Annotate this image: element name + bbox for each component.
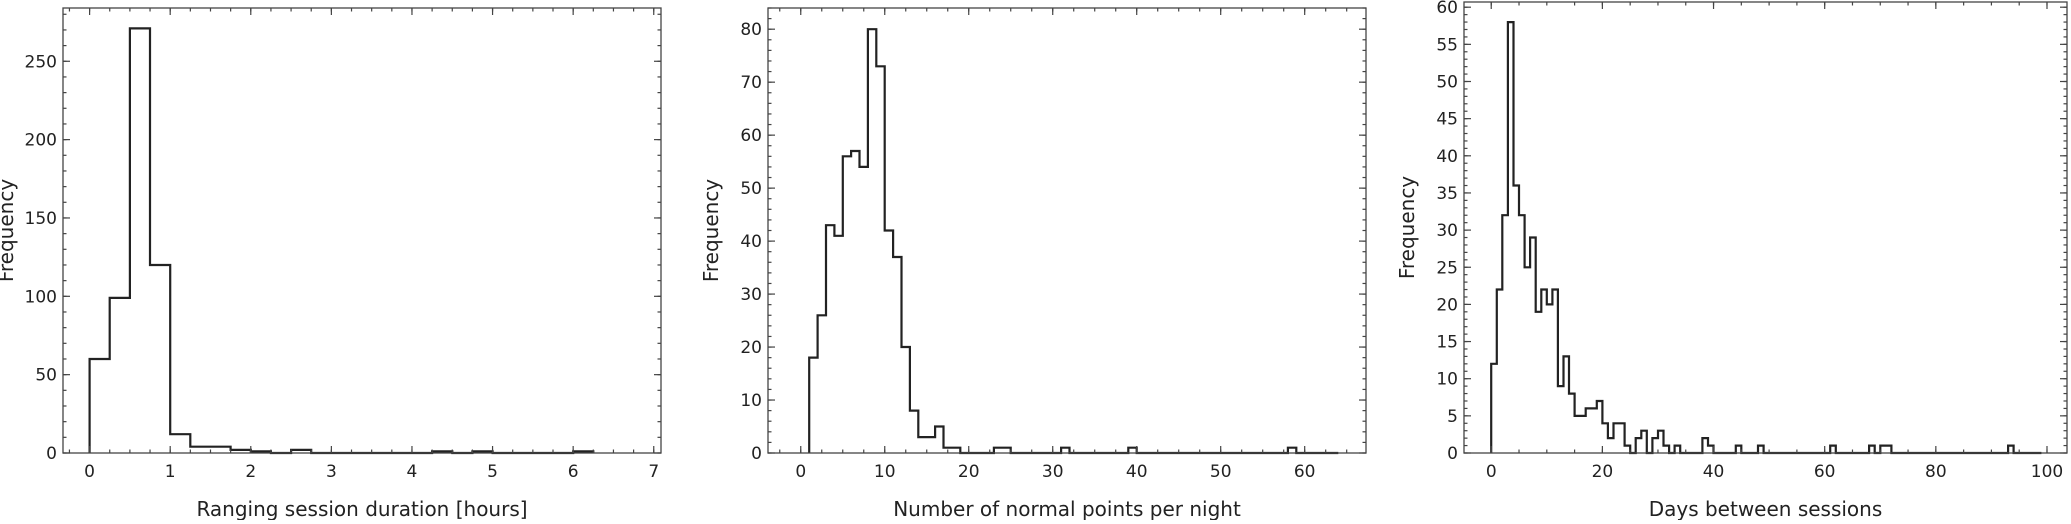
y-tick-label: 30: [1436, 221, 1458, 241]
axes-frame: [767, 7, 1367, 454]
x-tick-label: 0: [84, 462, 95, 482]
y-tick-label: 100: [25, 287, 57, 307]
y-tick-label: 10: [740, 391, 762, 411]
x-tick-label: 60: [1294, 462, 1316, 482]
x-axis-label: Number of normal points per night: [893, 497, 1241, 520]
axes-frame: [1463, 1, 2068, 454]
y-tick-label: 35: [1436, 184, 1458, 204]
x-tick-label: 50: [1210, 462, 1232, 482]
y-tick-label: 40: [740, 232, 762, 252]
x-axis-label: Days between sessions: [1649, 497, 1883, 520]
x-tick-label: 30: [1042, 462, 1064, 482]
x-tick-label: 6: [568, 462, 579, 482]
y-tick-label: 15: [1436, 333, 1458, 353]
y-tick-label: 70: [740, 73, 762, 93]
x-tick-label: 20: [1592, 462, 1614, 482]
y-tick-label: 80: [740, 20, 762, 40]
y-tick-label: 55: [1436, 35, 1458, 55]
x-tick-label: 0: [1486, 462, 1497, 482]
panel-normal-points-per-night: 0 10 20 30 40 50 60 0 10 20 30 40 50 60 70 80 Number of …: [699, 7, 1367, 521]
y-tick-label: 40: [1436, 147, 1458, 167]
y-tick-label: 0: [46, 444, 57, 464]
y-tick-label: 10: [1436, 370, 1458, 390]
y-tick-label: 50: [35, 366, 57, 386]
axis-ticks: [768, 7, 1366, 454]
y-tick-label: 50: [1436, 73, 1458, 93]
x-tick-label: 60: [1814, 462, 1836, 482]
x-tick-label: 5: [487, 462, 498, 482]
y-tick-label: 200: [25, 131, 57, 151]
y-tick-label: 250: [25, 52, 57, 72]
histogram-series: [1490, 21, 2042, 455]
x-tick-label: 3: [326, 462, 337, 482]
y-tick-label: 50: [740, 179, 762, 199]
histogram-series: [88, 27, 595, 455]
axes-frame: [62, 7, 662, 454]
x-tick-label: 2: [245, 462, 256, 482]
y-tick-label: 0: [751, 444, 762, 464]
y-tick-label: 45: [1436, 110, 1458, 130]
x-tick-label: 1: [165, 462, 176, 482]
x-tick-label: 40: [1126, 462, 1148, 482]
histogram-series: [808, 28, 1339, 455]
y-tick-label: 60: [1436, 0, 1458, 18]
y-axis-label: Frequency: [1395, 176, 1419, 279]
x-tick-label: 7: [648, 462, 659, 482]
y-tick-label: 60: [740, 126, 762, 146]
y-tick-label: 0: [1447, 444, 1458, 464]
y-axis-label: Frequency: [0, 179, 18, 282]
axis-ticks: [1464, 2, 2067, 454]
panel-session-duration: 0 1 2 3 4 5 6 7 0 50 100 150 200 250 Ranging session d…: [0, 7, 662, 521]
x-tick-label: 20: [958, 462, 980, 482]
x-tick-label: 100: [2031, 462, 2063, 482]
axis-ticks: [63, 8, 661, 454]
x-axis-label: Ranging session duration [hours]: [196, 497, 527, 520]
x-tick-label: 4: [407, 462, 418, 482]
y-axis-label: Frequency: [699, 179, 723, 282]
y-tick-label: 150: [25, 209, 57, 229]
y-tick-label: 5: [1447, 407, 1458, 427]
y-tick-label: 20: [740, 338, 762, 358]
x-tick-label: 40: [1703, 462, 1725, 482]
x-tick-label: 0: [795, 462, 806, 482]
x-tick-label: 10: [874, 462, 896, 482]
y-tick-label: 20: [1436, 295, 1458, 315]
y-tick-label: 25: [1436, 258, 1458, 278]
x-tick-label: 80: [1925, 462, 1947, 482]
y-tick-label: 30: [740, 285, 762, 305]
panel-days-between-sessions: 0 20 40 60 80 100 0 5 10 15 20 25 30 35 40 45 50 55 60 Days…: [1395, 0, 2068, 521]
